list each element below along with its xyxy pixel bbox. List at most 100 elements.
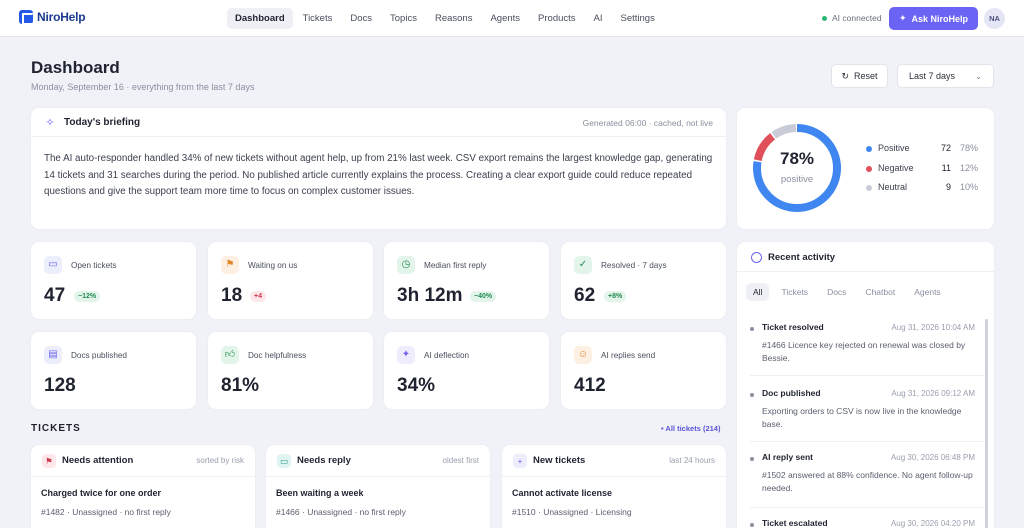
flag-icon: ⚑ bbox=[42, 454, 56, 468]
divider bbox=[750, 441, 985, 442]
nav-dashboard[interactable]: Dashboard bbox=[227, 8, 293, 29]
stat-label: Docs published bbox=[71, 351, 127, 360]
stat-delta-badge: +4 bbox=[250, 291, 266, 302]
activity-tab-tickets[interactable]: Tickets bbox=[781, 287, 809, 297]
activity-item-date: Aug 30, 2026 04:20 PM bbox=[890, 519, 975, 528]
nav-agents[interactable]: Agents bbox=[490, 13, 521, 24]
nav-docs[interactable]: Docs bbox=[350, 13, 373, 24]
legend-percent: 12% bbox=[959, 163, 978, 173]
clock-icon bbox=[751, 252, 762, 263]
ai-status-label: AI connected bbox=[832, 13, 882, 23]
logo-icon bbox=[19, 10, 34, 25]
doc-icon: ▤ bbox=[44, 346, 62, 364]
ticket-column-header: + New tickets last 24 hours bbox=[502, 445, 726, 477]
legend-name: Negative bbox=[878, 163, 914, 173]
stat-label: AI replies send bbox=[601, 351, 656, 360]
legend-name: Positive bbox=[878, 143, 910, 153]
ticket-column-sort: oldest first bbox=[442, 456, 479, 465]
app-logo[interactable]: NiroHelp bbox=[19, 10, 86, 25]
bullet-icon bbox=[750, 393, 754, 397]
chat-bubble-icon: ▭ bbox=[277, 454, 291, 468]
ticket-title: Been waiting a week bbox=[276, 488, 364, 498]
ticket-icon: ▭ bbox=[44, 256, 62, 274]
activity-tab-all[interactable]: All bbox=[746, 283, 770, 301]
nav-topics[interactable]: Topics bbox=[390, 13, 417, 24]
stat-delta-badge: −40% bbox=[470, 291, 497, 302]
nav-settings[interactable]: Settings bbox=[620, 13, 655, 24]
activity-tab-agents[interactable]: Agents bbox=[914, 287, 941, 297]
ticket-meta: #1482 · Unassigned · no first reply bbox=[41, 507, 171, 517]
nav-tickets[interactable]: Tickets bbox=[302, 13, 333, 24]
sparkle-icon: ✦ bbox=[397, 346, 415, 364]
activity-tab-chatbot[interactable]: Chatbot bbox=[865, 287, 896, 297]
briefing-title: Today's briefing bbox=[64, 117, 141, 128]
stat-value: 47 bbox=[44, 285, 66, 306]
divider bbox=[750, 375, 985, 376]
legend-count: 72 bbox=[940, 143, 951, 153]
clock-icon: ◷ bbox=[397, 256, 415, 274]
page-subtitle: Monday, September 16 · everything from t… bbox=[31, 82, 255, 92]
ticket-column-title: Needs attention bbox=[62, 455, 134, 466]
sentiment-percent: 78% bbox=[779, 149, 815, 168]
ticket-meta: #1510 · Unassigned · Licensing bbox=[512, 507, 632, 517]
briefing-meta: Generated 06:00 · cached, not live bbox=[582, 118, 713, 128]
chevron-down-icon: ⌄ bbox=[975, 71, 982, 81]
ticket-column-sort: sorted by risk bbox=[196, 456, 244, 465]
stat-label: Median first reply bbox=[424, 261, 487, 270]
flag-icon: ⚑ bbox=[221, 256, 239, 274]
plus-icon: + bbox=[513, 454, 527, 468]
activity-scrollbar[interactable] bbox=[985, 319, 988, 528]
bullet-icon bbox=[750, 523, 754, 527]
stat-card-ai-replies[interactable]: ☺ AI replies send 412 bbox=[561, 332, 726, 409]
ticket-title: Cannot activate license bbox=[512, 488, 613, 498]
activity-item-desc: #1466 Licence key rejected on renewal wa… bbox=[762, 340, 966, 363]
stat-value: 3h 12m bbox=[397, 285, 463, 306]
nav-ai[interactable]: AI bbox=[593, 13, 603, 24]
date-range-value: Last 7 days bbox=[909, 71, 956, 81]
stat-label: Open tickets bbox=[71, 261, 117, 270]
stat-value: 81% bbox=[221, 375, 260, 396]
stat-label: Doc helpfulness bbox=[248, 351, 307, 360]
activity-header: Recent activity bbox=[737, 242, 994, 272]
stat-delta-badge: −12% bbox=[74, 291, 101, 302]
date-range-select[interactable]: Last 7 days ⌄ bbox=[897, 64, 994, 88]
legend-neutral: Neutral 9 10% bbox=[866, 182, 978, 194]
activity-item-title: Ticket escalated bbox=[762, 518, 828, 528]
user-avatar[interactable]: NA bbox=[984, 8, 1005, 29]
nav-reasons[interactable]: Reasons bbox=[434, 13, 473, 24]
donut-slice-positive bbox=[753, 124, 841, 212]
sentiment-label: positive bbox=[780, 174, 814, 185]
reset-label: Reset bbox=[854, 71, 878, 81]
activity-item-date: Aug 31, 2026 10:04 AM bbox=[891, 323, 975, 332]
stat-value: 18 bbox=[221, 285, 243, 306]
sparkle-icon: ✦ bbox=[898, 13, 907, 23]
legend-positive: Positive 72 78% bbox=[866, 143, 978, 155]
activity-tab-docs[interactable]: Docs bbox=[827, 287, 847, 297]
all-tickets-link[interactable]: • All tickets (214) bbox=[661, 424, 721, 433]
stat-card-docs-published[interactable]: ▤ Docs published 128 bbox=[31, 332, 196, 409]
activity-item-desc: #1502 answered at 88% confidence. No age… bbox=[762, 470, 973, 493]
stat-card-open-tickets[interactable]: ▭ Open tickets 47 −12% bbox=[31, 242, 196, 319]
briefing-text: The AI auto-responder handled 34% of new… bbox=[44, 153, 713, 197]
stat-card-doc-helpfulness[interactable]: 👍︎ Doc helpfulness 81% bbox=[208, 332, 373, 409]
nav-products[interactable]: Products bbox=[538, 13, 576, 24]
ticket-column-title: Needs reply bbox=[297, 455, 351, 466]
main-nav: Dashboard Tickets Docs Topics Reasons Ag… bbox=[227, 8, 665, 29]
ask-nirohelp-button[interactable]: ✦ Ask NiroHelp bbox=[889, 7, 978, 30]
ask-button-label: Ask NiroHelp bbox=[911, 13, 969, 24]
robot-icon: ☺ bbox=[574, 346, 592, 364]
stat-value: 34% bbox=[397, 375, 436, 396]
page-title: Dashboard bbox=[31, 58, 120, 77]
stat-card-waiting[interactable]: ⚑ Waiting on us 18 +4 bbox=[208, 242, 373, 319]
reset-button[interactable]: ↻ Reset bbox=[831, 64, 888, 88]
legend-name: Neutral bbox=[878, 182, 908, 192]
stat-card-ai-deflection[interactable]: ✦ AI deflection 34% bbox=[384, 332, 549, 409]
stat-label: Resolved · 7 days bbox=[601, 261, 667, 270]
stat-label: Waiting on us bbox=[248, 261, 298, 270]
ticket-column-sort: last 24 hours bbox=[669, 456, 715, 465]
legend-percent: 10% bbox=[959, 182, 978, 192]
stat-card-first-reply[interactable]: ◷ Median first reply 3h 12m −40% bbox=[384, 242, 549, 319]
stat-label: AI deflection bbox=[424, 351, 470, 360]
stat-card-resolved[interactable]: ✓ Resolved · 7 days 62 +8% bbox=[561, 242, 726, 319]
sentiment-donut bbox=[753, 124, 841, 212]
